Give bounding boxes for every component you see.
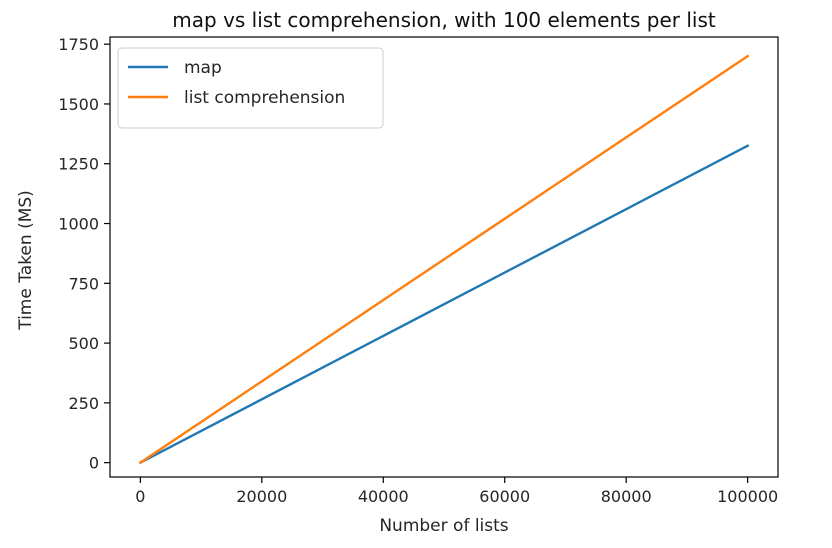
- y-tick-label-5: 1250: [58, 155, 99, 174]
- series-line-2: [138, 54, 750, 465]
- y-tick-label-2: 500: [68, 334, 99, 353]
- x-tick-label-5: 100000: [717, 487, 778, 506]
- x-tick-label-3: 60000: [479, 487, 530, 506]
- y-tick-label-6: 1500: [58, 95, 99, 114]
- y-tick-label-0: 0: [89, 454, 99, 473]
- legend-label-2: list comprehension: [184, 88, 345, 108]
- y-axis-ticks: 0 250 500 750 1000 1250 1500 1750: [58, 35, 110, 473]
- chart-title: map vs list comprehension, with 100 elem…: [172, 8, 716, 32]
- y-tick-label-1: 250: [68, 394, 99, 413]
- legend: map list comprehension: [117, 47, 384, 129]
- y-tick-label-3: 750: [68, 274, 99, 293]
- y-tick-label-7: 1750: [58, 35, 99, 54]
- legend-label-1: map: [184, 58, 222, 78]
- plot-lines: [138, 54, 750, 465]
- series-line-1: [138, 144, 750, 465]
- x-axis-ticks: 0 20000 40000 60000 80000 100000: [135, 477, 778, 506]
- x-axis-title: Number of lists: [379, 516, 508, 536]
- plot-frame: [109, 36, 779, 478]
- x-tick-label-1: 20000: [236, 487, 287, 506]
- x-tick-label-2: 40000: [358, 487, 409, 506]
- y-tick-label-4: 1000: [58, 215, 99, 234]
- x-tick-label-0: 0: [135, 487, 145, 506]
- x-tick-label-4: 80000: [601, 487, 652, 506]
- legend-box: [117, 47, 384, 129]
- y-axis-title: Time Taken (MS): [16, 190, 36, 331]
